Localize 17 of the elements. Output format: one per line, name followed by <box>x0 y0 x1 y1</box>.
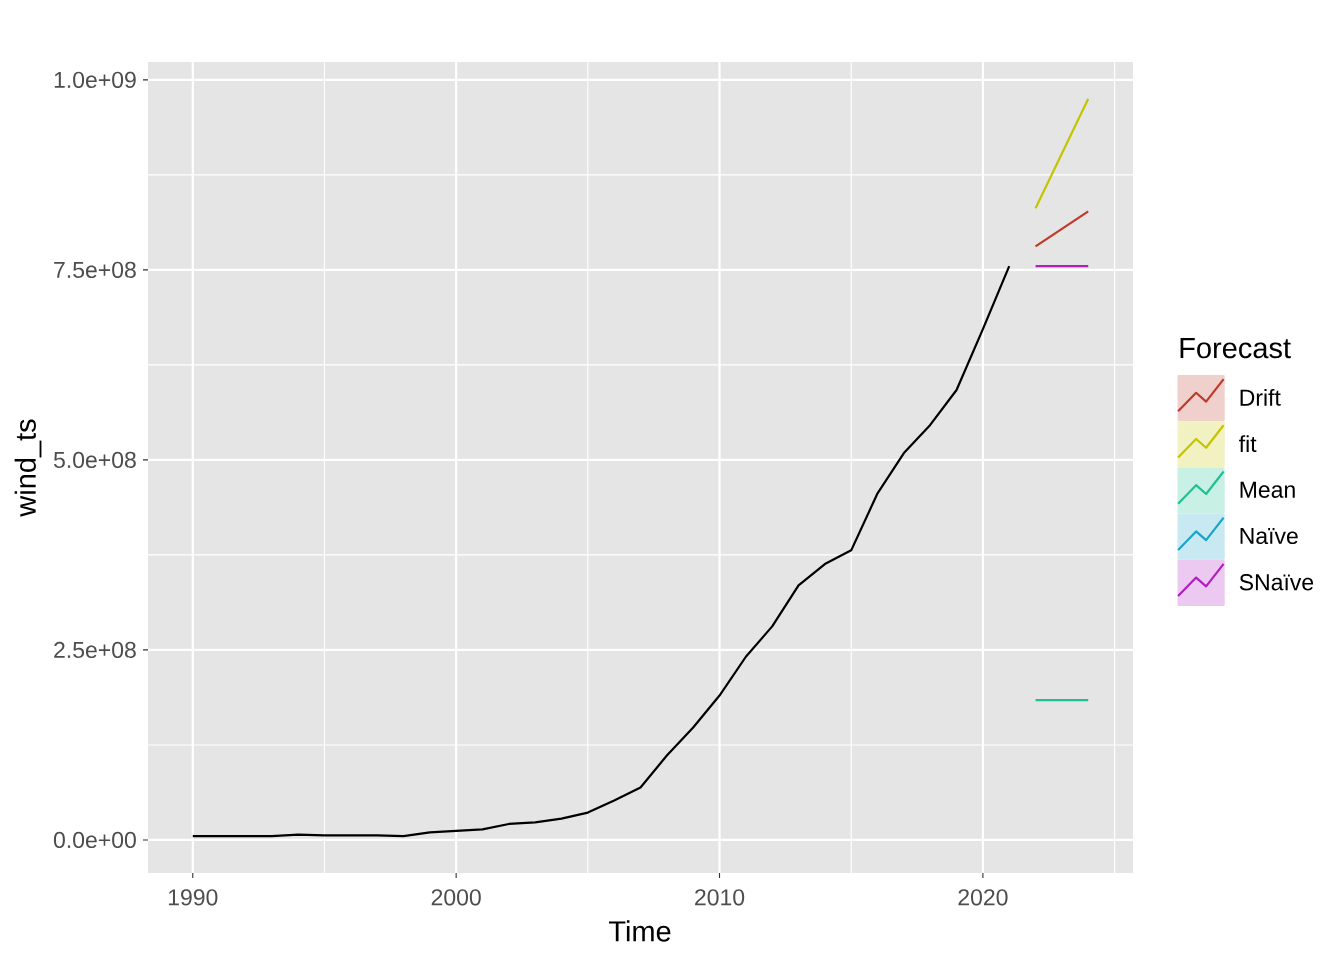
y-tick-label: 2.5e+08 <box>54 641 136 659</box>
x-tick-label: 1990 <box>168 889 218 906</box>
legend-title: Forecast <box>1180 338 1291 359</box>
legend-label: Mean <box>1240 481 1295 498</box>
y-tick-label: 1.0e+09 <box>54 71 136 88</box>
x-axis-title: Time <box>608 920 671 942</box>
y-tick-label: 5.0e+08 <box>53 451 136 469</box>
legend-label: Naïve <box>1240 528 1298 545</box>
y-tick-label: 7.5e+08 <box>54 261 136 279</box>
legend-label: SNaïve <box>1239 574 1314 591</box>
x-tick-label: 2000 <box>431 889 481 906</box>
x-tick-label: 2020 <box>958 889 1008 906</box>
legend-label: Drift <box>1240 389 1281 406</box>
y-tick-label: 0.0e+00 <box>53 831 136 849</box>
x-tick-label: 2010 <box>695 889 745 906</box>
legend-label: fit <box>1239 435 1257 453</box>
y-axis-title: wind_ts <box>14 419 42 517</box>
